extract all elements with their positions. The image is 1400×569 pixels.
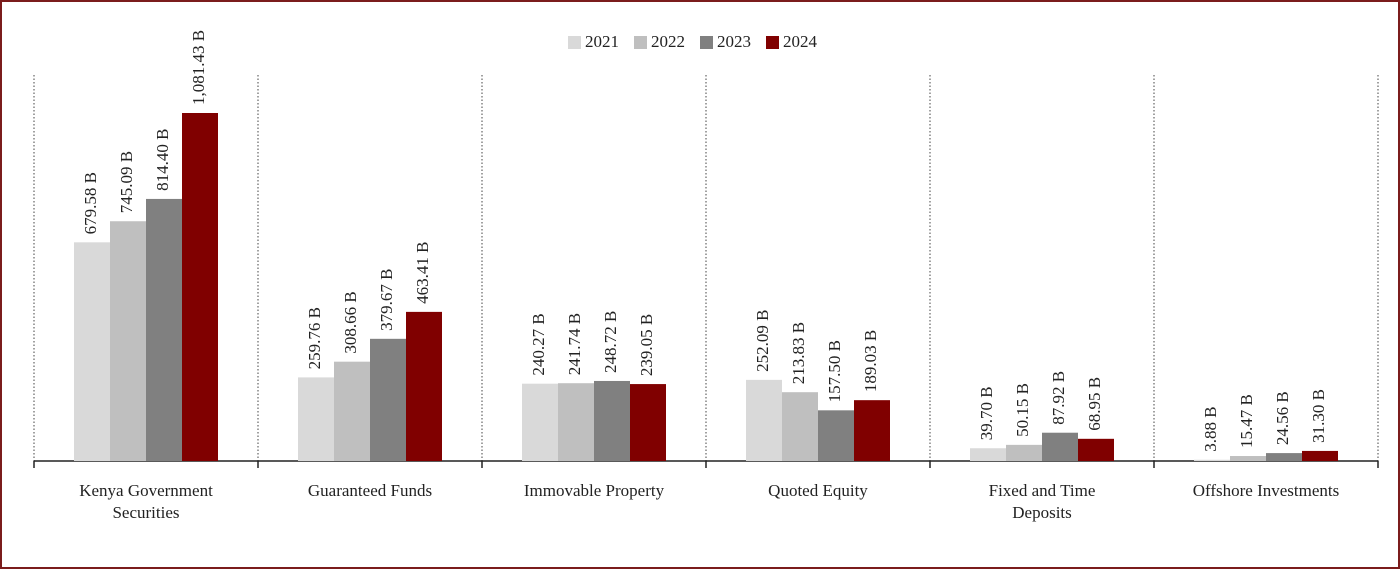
value-label: 241.74 B — [565, 313, 584, 375]
value-label: 463.41 B — [413, 242, 432, 304]
x-tick-label: Guaranteed Funds — [307, 481, 433, 500]
bar — [854, 400, 890, 461]
bar — [1230, 456, 1266, 461]
value-label: 31.30 B — [1309, 389, 1328, 443]
bar — [1266, 453, 1302, 461]
bar — [970, 448, 1006, 461]
value-label: 68.95 B — [1085, 377, 1104, 431]
bar — [74, 242, 110, 461]
bar — [746, 379, 782, 461]
bar — [818, 410, 854, 461]
value-label: 252.09 B — [753, 310, 772, 372]
legend-label: 2024 — [783, 32, 818, 51]
bar — [370, 338, 406, 461]
bar — [1006, 444, 1042, 461]
value-label: 87.92 B — [1049, 371, 1068, 425]
bar — [594, 380, 630, 461]
legend-swatch — [568, 36, 581, 49]
legend-label: 2021 — [585, 32, 619, 51]
bar — [298, 377, 334, 461]
value-label: 213.83 B — [789, 322, 808, 384]
value-label: 259.76 B — [305, 307, 324, 369]
value-label: 189.03 B — [861, 330, 880, 392]
legend-swatch — [766, 36, 779, 49]
bar — [630, 384, 666, 461]
bar — [334, 361, 370, 461]
value-label: 39.70 B — [977, 386, 996, 440]
value-label: 1,081.43 B — [189, 30, 208, 105]
value-label: 50.15 B — [1013, 383, 1032, 437]
bar — [558, 383, 594, 461]
bar — [110, 221, 146, 461]
bar — [1194, 459, 1230, 461]
legend-swatch — [634, 36, 647, 49]
value-label: 239.05 B — [637, 314, 656, 376]
legend-label: 2023 — [717, 32, 751, 51]
bar — [406, 311, 442, 461]
x-tick-label: Kenya Government Securities — [79, 481, 213, 522]
bar — [1078, 438, 1114, 461]
bar — [182, 113, 218, 461]
x-tick-label: Quoted Equity — [768, 481, 868, 500]
value-label: 240.27 B — [529, 313, 548, 375]
x-tick-label: Offshore Investments — [1192, 481, 1340, 500]
legend-label: 2022 — [651, 32, 685, 51]
bar — [1302, 450, 1338, 461]
x-tick-label: Immovable Property — [523, 481, 665, 500]
value-label: 24.56 B — [1273, 391, 1292, 445]
value-label: 308.66 B — [341, 291, 360, 353]
bar — [146, 198, 182, 461]
x-tick-label: Fixed and Time Deposits — [988, 481, 1096, 522]
legend-swatch — [700, 36, 713, 49]
bar — [1042, 432, 1078, 461]
bar — [522, 383, 558, 461]
value-label: 248.72 B — [601, 311, 620, 373]
value-label: 15.47 B — [1237, 394, 1256, 448]
value-label: 3.88 B — [1201, 406, 1220, 451]
value-label: 379.67 B — [377, 268, 396, 330]
value-label: 157.50 B — [825, 340, 844, 402]
value-label: 745.09 B — [117, 151, 136, 213]
value-label: 679.58 B — [81, 172, 100, 234]
bar — [782, 392, 818, 461]
value-label: 814.40 B — [153, 129, 172, 191]
